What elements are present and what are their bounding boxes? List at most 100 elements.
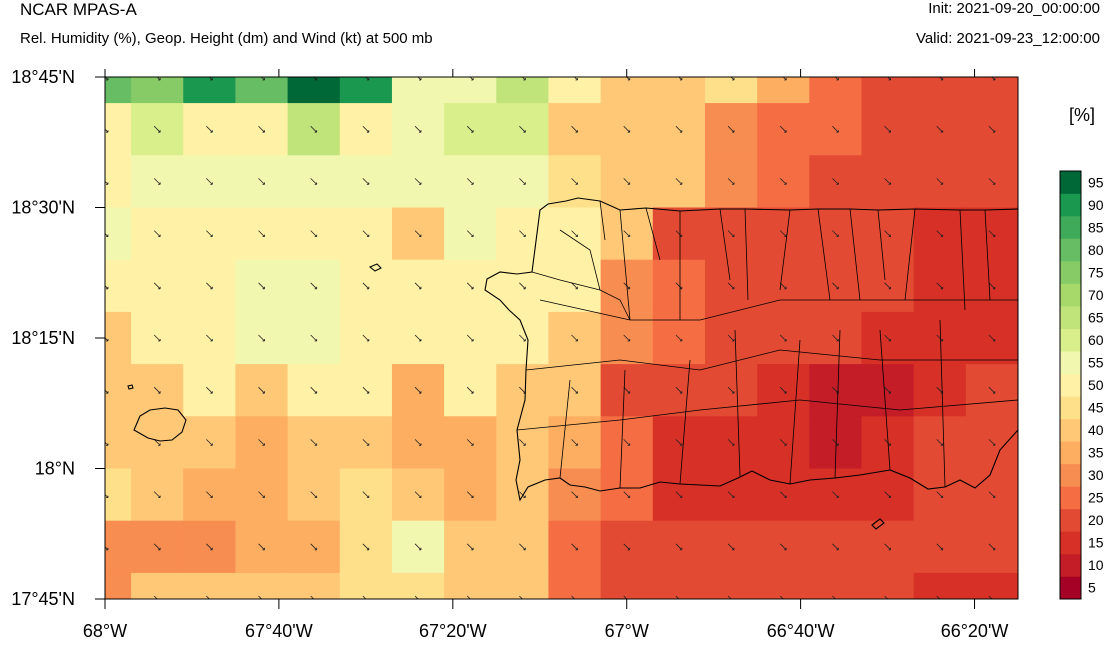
rh-cell <box>339 572 393 599</box>
rh-cell <box>757 572 810 599</box>
wind-barb <box>310 386 318 394</box>
rh-cell <box>705 625 758 647</box>
wind-barb <box>832 230 839 237</box>
wind-barb <box>206 491 213 498</box>
wind-barb <box>884 178 891 185</box>
colorbar-label: 75 <box>1088 264 1104 280</box>
colorbar-swatch <box>1060 396 1081 420</box>
wind-barb <box>936 439 944 446</box>
wind-barb <box>678 77 683 81</box>
wind-barb <box>988 386 996 394</box>
mona-island <box>133 407 187 442</box>
wind-barb <box>105 77 109 81</box>
y-tick-label: 18°45'N <box>11 67 75 87</box>
wind-barb <box>623 334 631 342</box>
wind-barb <box>258 334 265 342</box>
rh-cell <box>183 572 236 599</box>
wind-barb <box>105 180 109 185</box>
x-tick-label: 66°40'W <box>767 621 835 641</box>
colorbar-label: 70 <box>1088 287 1104 303</box>
wind-barb <box>884 491 891 498</box>
rh-cell <box>105 520 132 574</box>
rh-cell <box>287 572 341 599</box>
wind-barb <box>208 77 213 81</box>
wind-barb <box>206 439 213 446</box>
wind-barb <box>832 178 839 185</box>
colorbar-label: 55 <box>1088 354 1104 370</box>
wind-barb <box>675 491 683 498</box>
wind-barb <box>362 543 370 551</box>
wind-barb <box>466 125 474 133</box>
wind-barb <box>675 543 683 551</box>
colorbar-swatch <box>1060 261 1081 284</box>
wind-barb <box>466 543 474 551</box>
wind-barb <box>884 595 889 599</box>
wind-barb <box>727 386 735 394</box>
rh-cell <box>105 416 132 469</box>
wind-barb <box>258 386 265 394</box>
monito-island <box>127 384 134 390</box>
wind-barb <box>310 230 318 237</box>
wind-barb <box>153 595 158 599</box>
wind-barb <box>466 491 474 498</box>
wind-barb <box>573 77 578 81</box>
wind-barb <box>414 230 422 237</box>
colorbar-label: 80 <box>1088 242 1104 258</box>
wind-barb <box>310 595 315 599</box>
colorbar-swatch <box>1060 351 1081 375</box>
wind-barb <box>832 543 839 551</box>
rh-cell <box>131 625 184 647</box>
x-tick-label: 66°20'W <box>941 621 1009 641</box>
wind-barb <box>988 543 996 551</box>
wind-barb <box>884 386 891 394</box>
wind-barb <box>571 125 578 133</box>
wind-barb <box>206 334 213 342</box>
wind-barb <box>571 543 578 551</box>
wind-barb <box>362 491 370 498</box>
rh-cell <box>861 625 914 647</box>
wind-barb <box>519 543 526 551</box>
rh-cell <box>965 77 1018 104</box>
wind-barb <box>153 230 161 237</box>
wind-barb <box>466 282 474 290</box>
rh-cell <box>105 364 132 417</box>
wind-barb <box>105 494 109 498</box>
rh-cell <box>652 572 706 599</box>
wind-barb <box>832 125 839 133</box>
rh-cell <box>105 103 132 156</box>
wind-barb <box>310 178 318 185</box>
wind-barb <box>466 230 474 237</box>
wind-barb <box>571 595 576 599</box>
wind-barb <box>623 125 631 133</box>
wind-barb <box>466 178 474 185</box>
wind-barb <box>626 77 631 81</box>
wind-barb <box>623 595 628 599</box>
wind-barb <box>258 491 265 498</box>
wind-barb <box>887 77 891 81</box>
x-axis: 68°W 67°40'W 67°20'W 67°W 66°40'W 66°20'W <box>83 69 1008 641</box>
wind-barb <box>469 77 474 81</box>
wind-barb <box>936 595 941 599</box>
wind-barb <box>988 334 996 342</box>
rh-cell <box>965 572 1018 599</box>
x-tick-label: 67°40'W <box>245 621 313 641</box>
wind-barb <box>571 439 578 446</box>
rh-cell <box>183 625 236 647</box>
wind-barb <box>153 543 161 551</box>
wind-barb <box>466 595 471 599</box>
rh-cell <box>704 77 758 104</box>
wind-barb <box>258 439 265 446</box>
wind-barb <box>153 491 161 498</box>
wind-barb <box>884 230 891 237</box>
wind-barb <box>834 77 839 81</box>
wind-barb <box>832 491 839 498</box>
wind-barb <box>153 178 161 185</box>
rh-cell <box>548 77 602 104</box>
wind-barb <box>571 334 578 342</box>
wind-barb <box>414 178 422 185</box>
wind-barb <box>727 230 735 237</box>
wind-barb <box>727 595 732 599</box>
wind-barb <box>779 543 787 551</box>
wind-barb <box>727 439 735 446</box>
colorbar-label: 25 <box>1088 490 1104 506</box>
